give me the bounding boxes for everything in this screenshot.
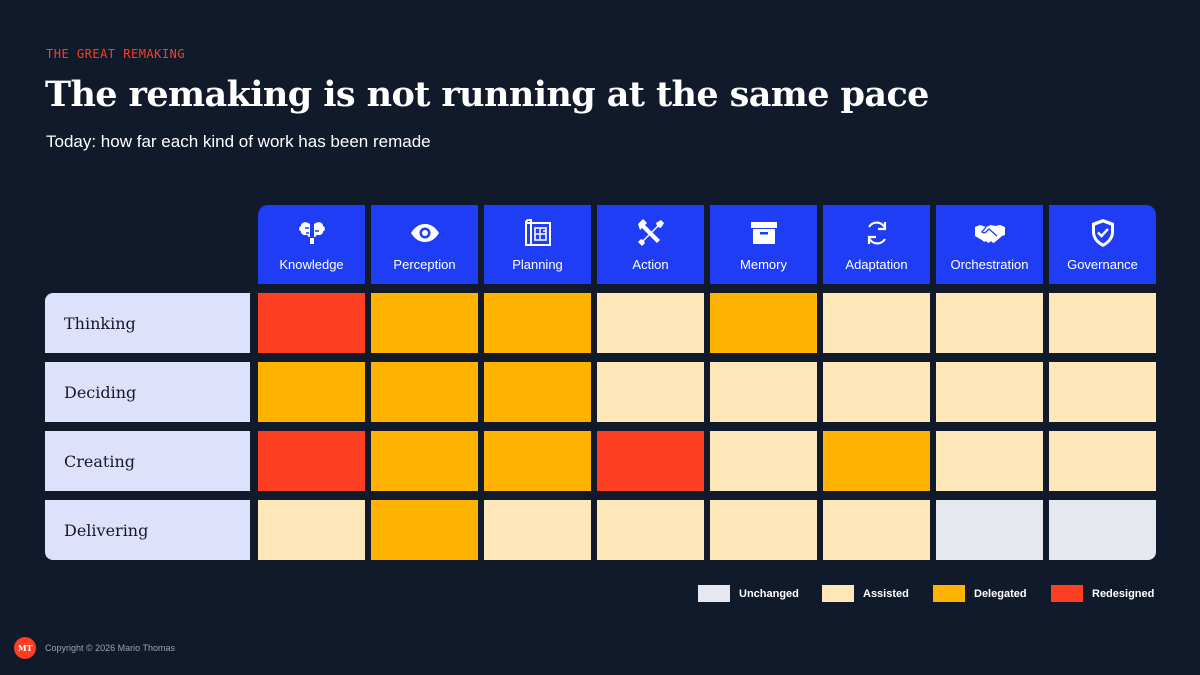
column-label: Governance bbox=[1067, 257, 1138, 272]
heatmap-cell bbox=[597, 362, 704, 422]
heatmap-cell bbox=[258, 431, 365, 491]
heatmap-cell bbox=[484, 431, 591, 491]
heatmap-cell bbox=[597, 293, 704, 353]
heatmap-cell bbox=[484, 500, 591, 560]
row-header-deciding: Deciding bbox=[45, 362, 250, 422]
column-label: Knowledge bbox=[279, 257, 344, 272]
heatmap-cell bbox=[936, 500, 1043, 560]
legend-item-unchanged: Unchanged bbox=[698, 585, 799, 602]
column-header-memory: Memory bbox=[710, 205, 817, 284]
heatmap-cell bbox=[1049, 293, 1156, 353]
legend-item-delegated: Delegated bbox=[933, 585, 1027, 602]
footer: MT Copyright © 2026 Mario Thomas bbox=[14, 637, 175, 659]
heatmap-cell bbox=[936, 362, 1043, 422]
row-header-delivering: Delivering bbox=[45, 500, 250, 560]
archive-box-icon bbox=[750, 222, 777, 244]
heatmap-cell bbox=[1049, 500, 1156, 560]
legend-item-redesigned: Redesigned bbox=[1051, 585, 1154, 602]
heatmap-cell bbox=[936, 293, 1043, 353]
heatmap-cell bbox=[823, 362, 930, 422]
heatmap-cell bbox=[484, 293, 591, 353]
logo-badge: MT bbox=[14, 637, 36, 659]
column-header-governance: Governance bbox=[1049, 205, 1156, 284]
legend: Unchanged Assisted Delegated Redesigned bbox=[698, 585, 1156, 602]
legend-swatch bbox=[1051, 585, 1083, 602]
heatmap-cell bbox=[371, 431, 478, 491]
heatmap-cell bbox=[823, 293, 930, 353]
heatmap-cell bbox=[597, 500, 704, 560]
heatmap-cell bbox=[258, 500, 365, 560]
heatmap-cell bbox=[484, 362, 591, 422]
page-title: The remaking is not running at the same … bbox=[45, 74, 929, 115]
heatmap-cell bbox=[597, 431, 704, 491]
heatmap-grid: Knowledge Perception Planning Action Memory A… bbox=[45, 205, 1156, 560]
heatmap-cell bbox=[710, 293, 817, 353]
column-header-perception: Perception bbox=[371, 205, 478, 284]
heatmap-cell bbox=[371, 362, 478, 422]
heatmap-cell bbox=[258, 362, 365, 422]
legend-swatch bbox=[822, 585, 854, 602]
column-label: Memory bbox=[740, 257, 787, 272]
heatmap-cell bbox=[823, 500, 930, 560]
row-header-thinking: Thinking bbox=[45, 293, 250, 353]
legend-label: Assisted bbox=[863, 587, 909, 600]
heatmap-cell bbox=[371, 500, 478, 560]
column-label: Perception bbox=[393, 257, 456, 272]
row-header-creating: Creating bbox=[45, 431, 250, 491]
page-subtitle: Today: how far each kind of work has bee… bbox=[46, 132, 431, 151]
eye-icon bbox=[410, 224, 439, 242]
legend-item-assisted: Assisted bbox=[822, 585, 909, 602]
legend-label: Delegated bbox=[974, 587, 1027, 600]
legend-swatch bbox=[698, 585, 730, 602]
legend-swatch bbox=[933, 585, 965, 602]
column-label: Action bbox=[632, 257, 669, 272]
column-label: Orchestration bbox=[950, 257, 1029, 272]
heatmap-cell bbox=[710, 500, 817, 560]
column-label: Adaptation bbox=[845, 257, 908, 272]
legend-label: Unchanged bbox=[739, 587, 799, 600]
heatmap-cell bbox=[371, 293, 478, 353]
heatmap-cell bbox=[710, 431, 817, 491]
heatmap-cell bbox=[710, 362, 817, 422]
heatmap-cell bbox=[258, 293, 365, 353]
column-header-adaptation: Adaptation bbox=[823, 205, 930, 284]
column-header-orchestration: Orchestration bbox=[936, 205, 1043, 284]
heatmap-cell bbox=[1049, 431, 1156, 491]
legend-label: Redesigned bbox=[1092, 587, 1155, 600]
column-label: Planning bbox=[512, 257, 563, 272]
brain-icon bbox=[298, 222, 325, 244]
tools-icon bbox=[637, 219, 664, 246]
copyright-text: Copyright © 2026 Mario Thomas bbox=[45, 643, 176, 653]
column-header-action: Action bbox=[597, 205, 704, 284]
eyebrow-label: THE GREAT REMAKING bbox=[46, 47, 186, 61]
column-header-planning: Planning bbox=[484, 205, 591, 284]
blueprint-icon bbox=[524, 219, 551, 246]
handshake-icon bbox=[974, 225, 1005, 243]
shield-check-icon bbox=[1091, 219, 1114, 247]
heatmap-cell bbox=[823, 431, 930, 491]
heatmap-cell bbox=[1049, 362, 1156, 422]
column-header-knowledge: Knowledge bbox=[258, 205, 365, 284]
heatmap-cell bbox=[936, 431, 1043, 491]
refresh-cycle-icon bbox=[867, 221, 886, 245]
